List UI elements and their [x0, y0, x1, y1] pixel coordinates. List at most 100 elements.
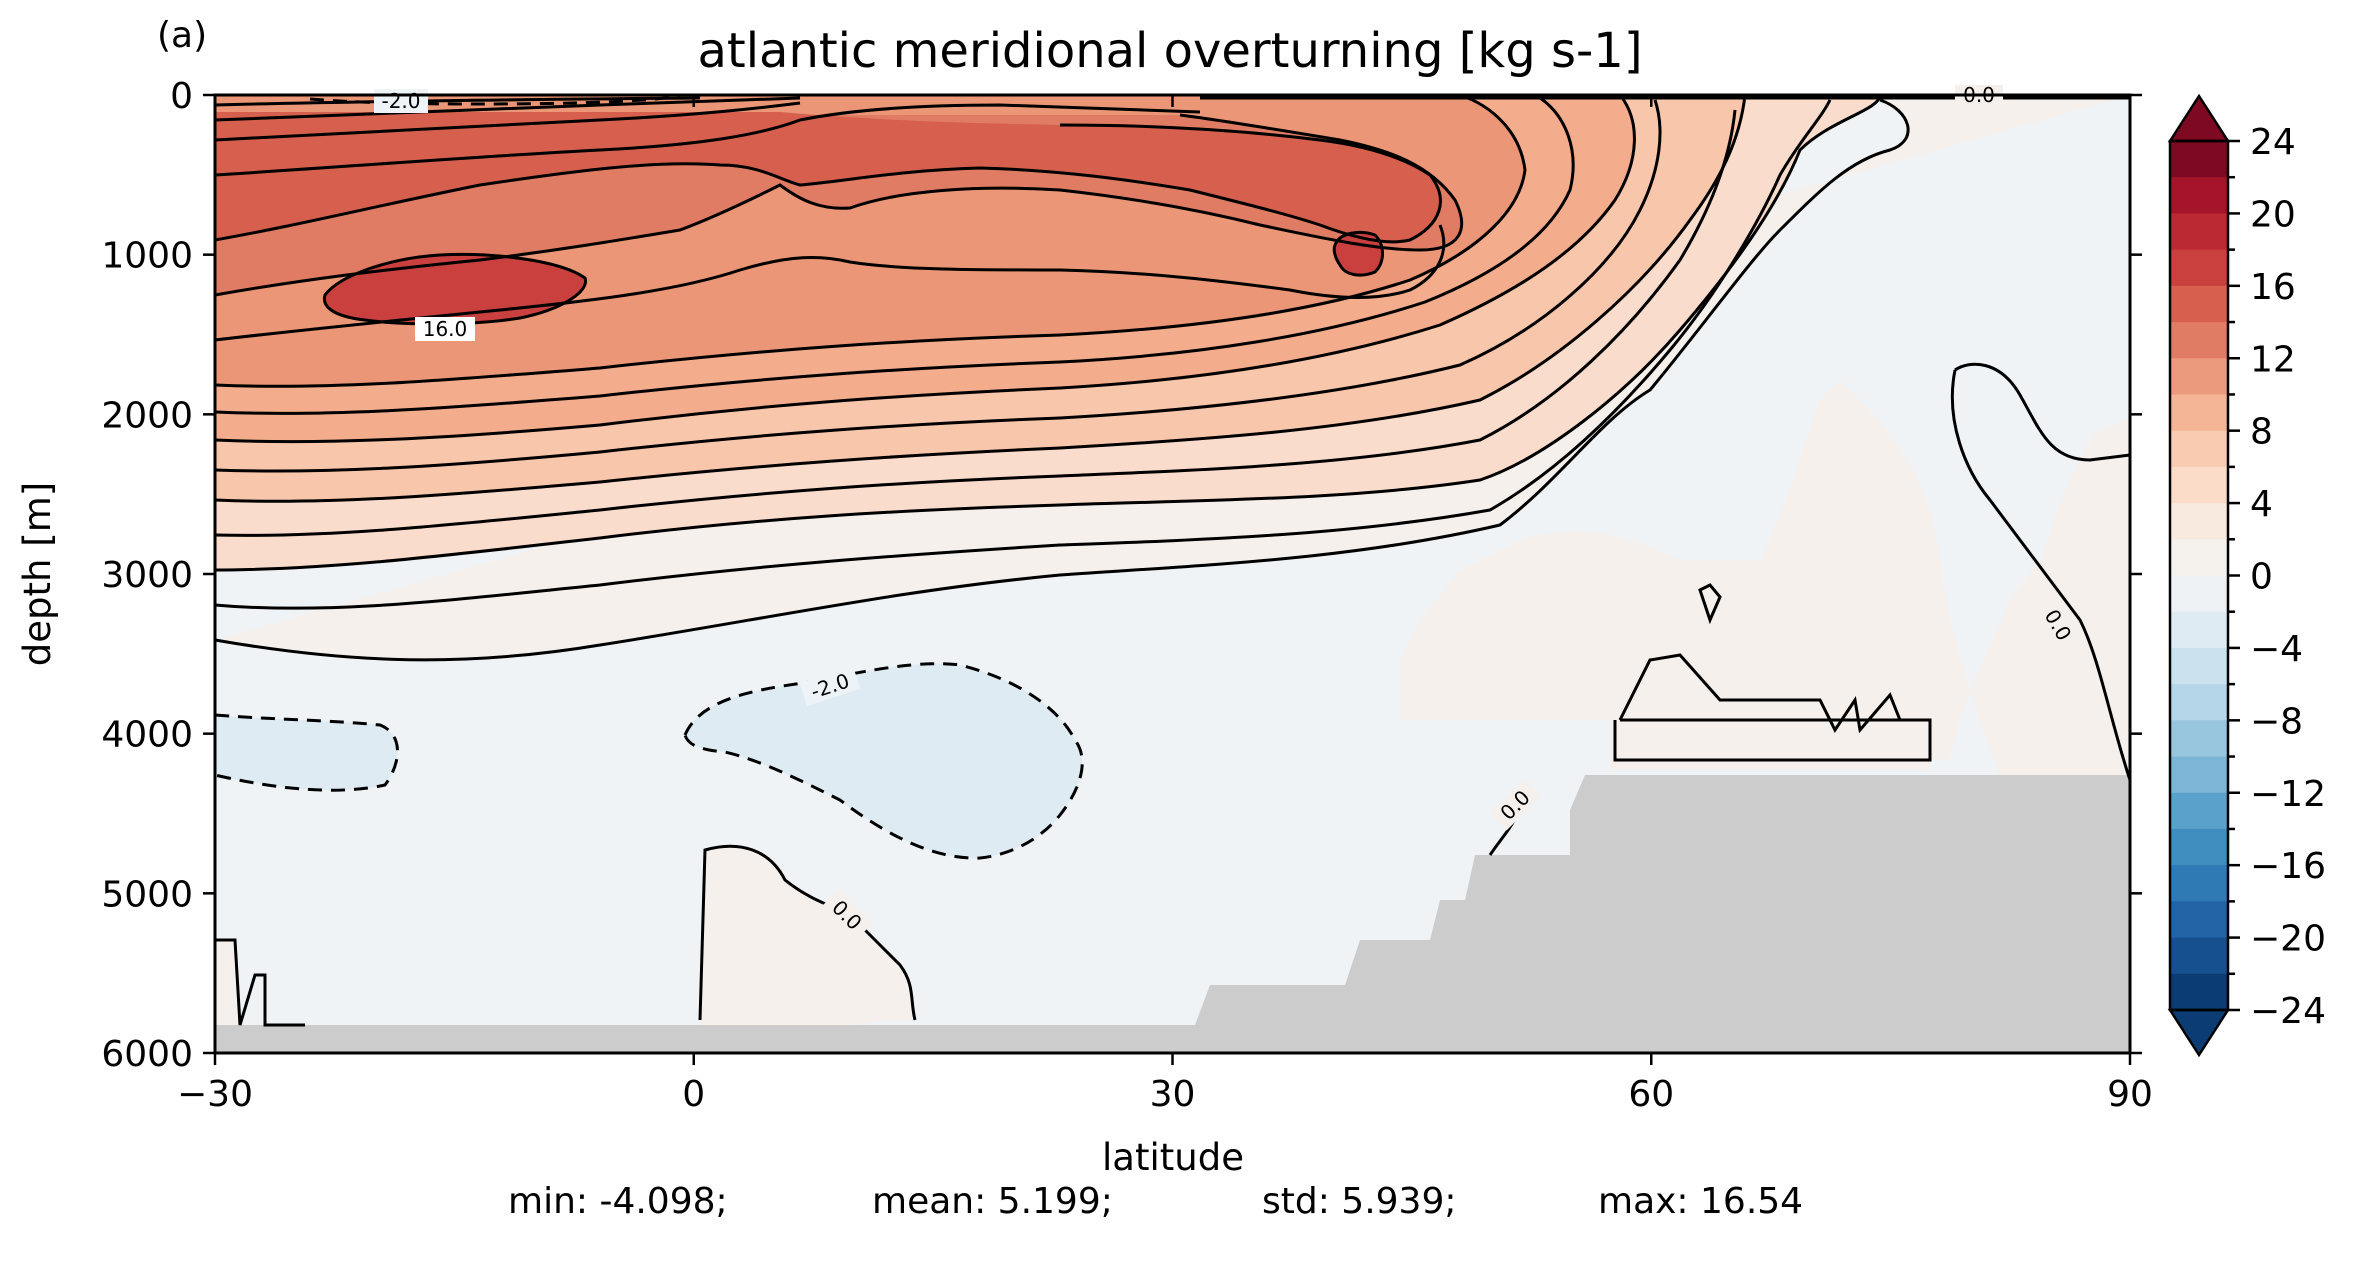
colorbar-segment	[2170, 720, 2228, 758]
colorbar-segment	[2170, 141, 2228, 178]
contour-line-zero-north	[1950, 369, 2132, 781]
contour-line-5	[214, 109, 1737, 537]
stats-max: max: 16.54	[1598, 1181, 1803, 1222]
contour-line-6	[214, 94, 1747, 503]
overturning-field	[215, 95, 2130, 1053]
y-tick-label: 0	[170, 76, 193, 117]
colorbar-tick-label: 0	[2250, 557, 2273, 598]
contour-line-surface-a	[214, 101, 801, 142]
contour-label-box: -2.0	[374, 89, 428, 113]
colorbar-tick-label: −4	[2250, 629, 2303, 670]
colorbar-tick-label: −8	[2250, 701, 2303, 742]
contour-line-surface-b	[214, 96, 801, 122]
contour-label-box: 16.0	[415, 317, 475, 341]
contour-line-neg2-surface	[309, 93, 681, 106]
colorbar-tick-label: −12	[2250, 774, 2326, 815]
y-tick-label: 5000	[101, 874, 193, 915]
stats-min: min: -4.098;	[508, 1181, 728, 1222]
colorbar-segment	[2170, 213, 2228, 251]
contour-line-11	[214, 224, 1446, 342]
colorbar-tick-label: −20	[2250, 919, 2326, 960]
contour-line-7	[214, 99, 1662, 473]
y-axis: 0 1000 2000 3000 4000 5000 6000	[101, 76, 2142, 1075]
y-tick-label: 1000	[101, 236, 193, 277]
colorbar-extend-min	[2167, 1008, 2231, 1058]
contour-line-8	[214, 94, 1636, 444]
y-axis-label: depth [m]	[16, 482, 59, 666]
y-tick-label: 3000	[101, 555, 193, 596]
contour-line-neg2-left	[214, 713, 399, 792]
contour-line-14	[214, 123, 1442, 244]
contour-line-surface-upper	[214, 103, 1201, 177]
colorbar-tick-label: −24	[2250, 991, 2326, 1032]
colorbar-segment	[2170, 358, 2228, 396]
x-tick-label: 90	[2107, 1074, 2153, 1115]
x-tick-label: 60	[1628, 1074, 1674, 1115]
colorbar-segment	[2170, 684, 2228, 721]
colorbar-segment	[2170, 611, 2228, 649]
contour-line-2	[214, 99, 1832, 610]
colorbar-segment	[2170, 647, 2228, 685]
colorbar-extend-max	[2167, 93, 2231, 143]
contour-line-zero-island	[1698, 583, 1722, 625]
contour-line-zero-left	[215, 938, 305, 1027]
chart-title: atlantic meridional overturning [kg s-1]	[697, 23, 1642, 79]
y-tick-label: 4000	[101, 715, 193, 756]
contour-line-zero-shelf	[1613, 718, 1932, 762]
colorbar-segment	[2170, 177, 2228, 215]
negative-patch-left	[215, 715, 398, 791]
colorbar-tick-label: 12	[2250, 339, 2296, 380]
colorbar-tick-label: 4	[2250, 484, 2273, 525]
colorbar-segment	[2170, 973, 2228, 1011]
colorbar-tick-label: 24	[2250, 122, 2296, 163]
y-tick-label: 2000	[101, 395, 193, 436]
x-tick-label: 30	[1150, 1074, 1196, 1115]
contour-line-zero-north-b	[1954, 362, 2131, 462]
colorbar-segment	[2170, 430, 2228, 468]
contour-line-16-north	[1332, 231, 1384, 277]
panel-label: (a)	[157, 15, 207, 56]
colorbar-segment	[2170, 865, 2228, 902]
colorbar-segment	[2170, 756, 2228, 794]
x-axis-label: latitude	[1102, 1136, 1244, 1179]
colorbar-segment	[2170, 937, 2228, 975]
x-axis: −30 0 30 60 90	[177, 95, 2153, 1115]
colorbar-segment	[2170, 285, 2228, 323]
colorbar-tick-label: −16	[2250, 846, 2326, 887]
contour-line-10	[214, 93, 1527, 388]
colorbar-segment	[2170, 466, 2228, 504]
colorbar-segment	[2170, 249, 2228, 287]
stats-line: min: -4.098; mean: 5.199; std: 5.939; ma…	[508, 1181, 1803, 1222]
y-tick-label: 6000	[101, 1034, 193, 1075]
colorbar-segment	[2170, 539, 2228, 577]
stats-std: std: 5.939;	[1262, 1181, 1456, 1222]
land-mask	[215, 775, 2130, 1053]
land-contour-lower	[700, 846, 915, 1025]
colorbar-tick-label: 16	[2250, 267, 2296, 308]
colorbar-segment	[2170, 503, 2228, 540]
contour-lines	[214, 93, 2132, 1027]
colorbar-segment	[2170, 322, 2228, 359]
colorbar-segment	[2170, 394, 2228, 432]
colorbar-segment	[2170, 901, 2228, 939]
x-tick-label: −30	[177, 1074, 253, 1115]
colorbar-segment	[2170, 828, 2228, 866]
positive-cell-14	[215, 112, 1441, 242]
colorbar-segment	[2170, 575, 2228, 613]
colorbar-tick-label: 8	[2250, 412, 2273, 453]
colorbar: 24 20 16 12 8 4 0 −4 −8 −12 −16 −20 −24	[2167, 93, 2326, 1058]
contour-label: -2.0	[381, 89, 420, 113]
contour-line-zero-mid	[1618, 653, 1902, 734]
contour-line-16	[322, 252, 587, 326]
colorbar-tick-label: 20	[2250, 194, 2296, 235]
contour-line-4	[214, 94, 1882, 572]
stats-mean: mean: 5.199;	[872, 1181, 1113, 1222]
negative-patch-mid	[685, 663, 1083, 859]
contour-line-9	[214, 96, 1575, 415]
x-tick-label: 0	[682, 1074, 705, 1115]
contour-line-0	[214, 98, 1910, 662]
contour-label: 16.0	[423, 317, 468, 341]
colorbar-segment	[2170, 792, 2228, 830]
plot-area: -2.0 16.0 -2.0 0.0 0.0 0.0 0.0 −30 0 30 60 9…	[101, 76, 2153, 1115]
